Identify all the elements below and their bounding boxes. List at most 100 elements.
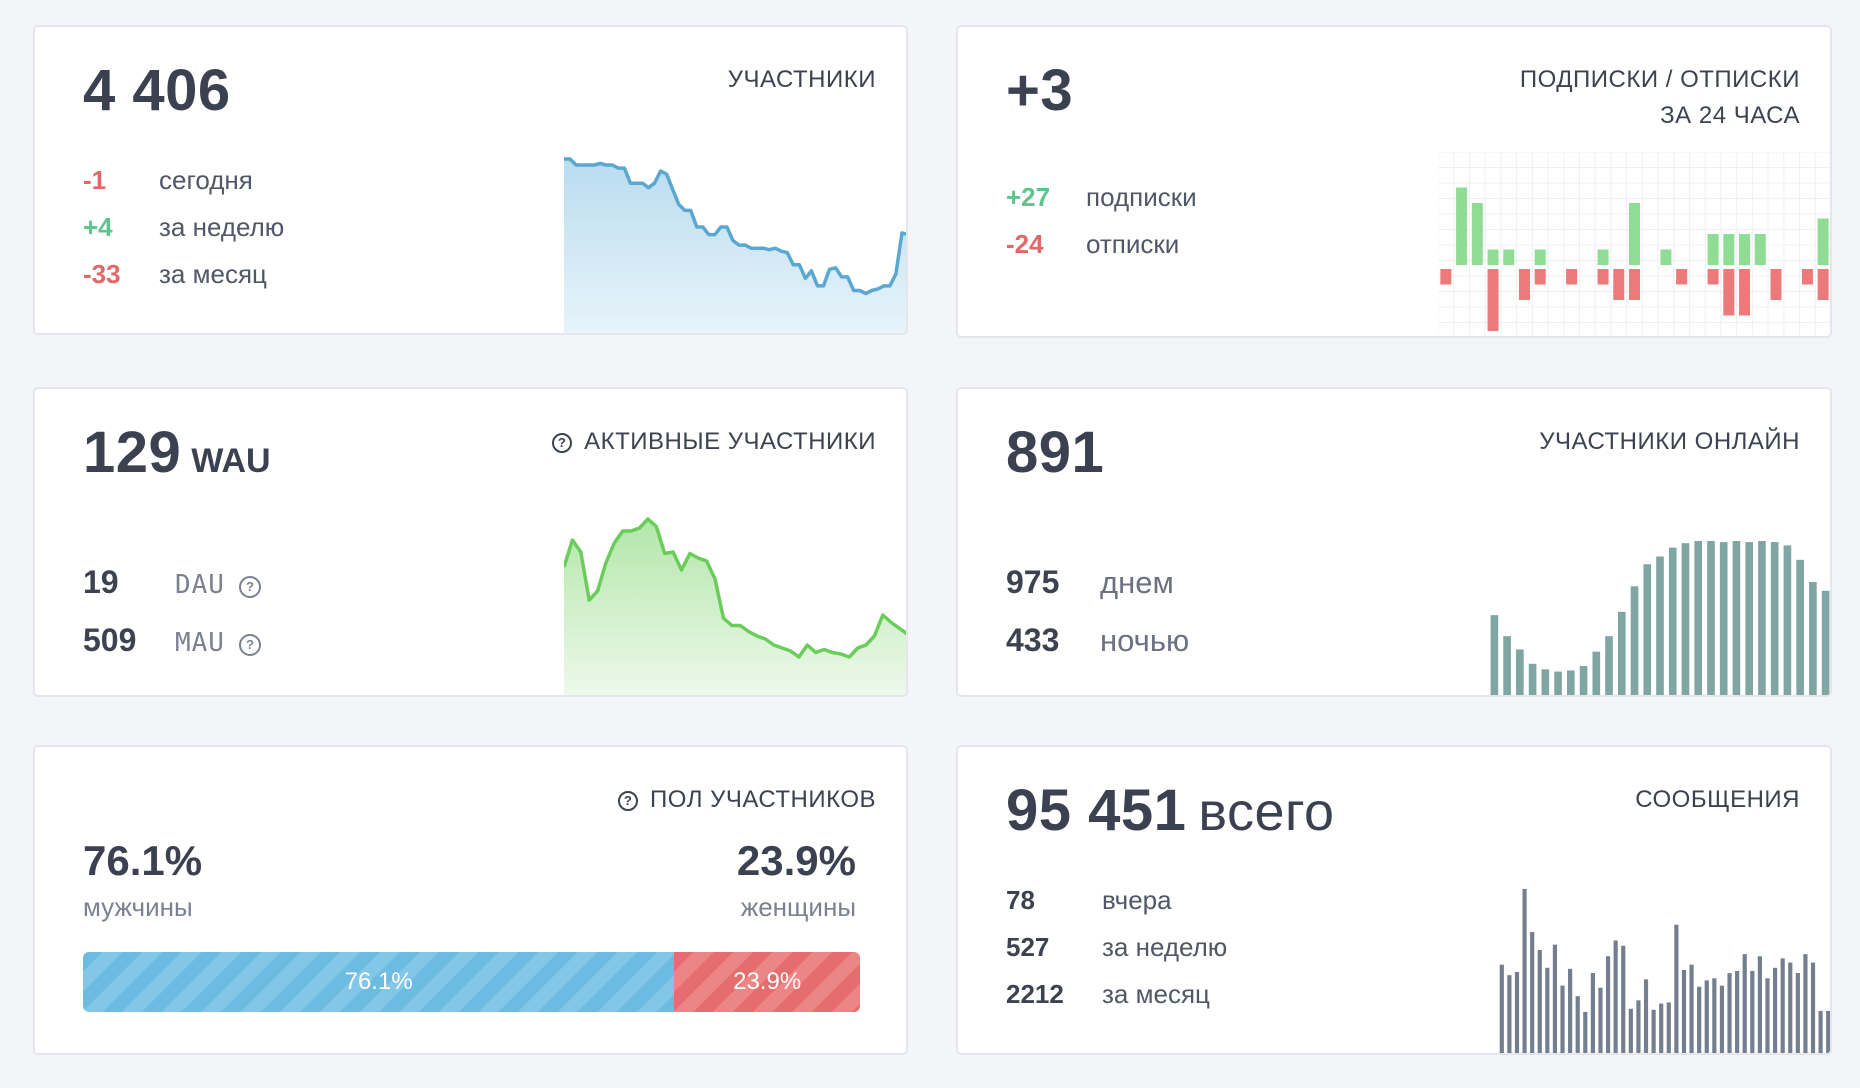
stat-label: отписки (1086, 229, 1180, 259)
chart-bar (1490, 615, 1499, 695)
unsubs-bar (1723, 269, 1735, 316)
wau-value: 129 WAU (83, 419, 271, 486)
chart-bar (1499, 964, 1504, 1053)
messages-bar-chart (1499, 889, 1830, 1053)
chart-bar (1552, 944, 1558, 1053)
help-icon[interactable]: ? (238, 634, 261, 656)
chart-bar (1598, 987, 1603, 1053)
stat-row-unsubs: -24 отписки (1006, 229, 1179, 260)
chart-bar (1636, 1000, 1641, 1053)
chart-bar (1560, 985, 1565, 1053)
chart-bar (1674, 924, 1679, 1053)
chart-bar (1617, 611, 1626, 695)
chart-bar (1566, 670, 1575, 695)
subs-bar (1723, 234, 1735, 265)
active-trend-chart (564, 517, 906, 695)
chart-bar (1780, 958, 1785, 1053)
subs-bar (1456, 187, 1468, 265)
chart-bar (1541, 669, 1550, 695)
subs-bar (1597, 249, 1609, 265)
chart-bar (1765, 978, 1770, 1053)
stat-row-dau: 19 DAU? (83, 564, 261, 601)
help-icon[interactable]: ? (238, 576, 261, 598)
stat-value: 78 (1006, 885, 1035, 915)
stat-value: +27 (1006, 182, 1051, 212)
stat-label: ночью (1100, 623, 1190, 658)
chart-bar (1621, 945, 1626, 1053)
chart-bar (1719, 985, 1725, 1053)
unsubs-bar (1613, 269, 1625, 300)
chart-bar (1656, 556, 1664, 695)
chart-bar (1826, 1010, 1830, 1053)
messages-total: 95 451 всего (1006, 777, 1335, 844)
male-percent: 76.1% (83, 837, 203, 884)
stat-value: -1 (83, 165, 107, 195)
title-text: ПОЛ УЧАСТНИКОВ (650, 786, 876, 813)
subscriptions-title: ПОДПИСКИ / ОТПИСКИ ЗА 24 ЧАСА (1520, 62, 1800, 134)
stat-row-subs: +27 подписки (1006, 182, 1197, 213)
help-icon[interactable]: ? (618, 791, 639, 811)
chart-bar (1727, 973, 1732, 1053)
stat-label: вчера (1102, 885, 1172, 915)
unsubs-bar (1770, 269, 1782, 300)
subs-bar (1739, 234, 1751, 265)
chart-bar (1537, 949, 1542, 1053)
chart-bar (1712, 978, 1717, 1053)
chart-bar (1750, 970, 1755, 1053)
male-label: мужчины (83, 892, 193, 922)
chart-bar (1666, 1002, 1671, 1053)
stat-label: за неделю (159, 212, 285, 242)
unsubs-bar (1817, 269, 1829, 300)
chart-bar (1659, 1003, 1664, 1053)
stat-label: за месяц (1102, 979, 1210, 1009)
chart-bar (1579, 666, 1588, 695)
subs-bar (1471, 203, 1483, 265)
chart-bar (1507, 975, 1512, 1053)
stat-value: -33 (83, 259, 121, 289)
chart-bar (1704, 980, 1709, 1053)
chart-bar (1583, 1011, 1588, 1053)
gender-title[interactable]: ? ПОЛ УЧАСТНИКОВ (618, 782, 876, 818)
chart-bar (1818, 1010, 1823, 1053)
subs-bar (1628, 203, 1641, 265)
chart-bar (1809, 581, 1817, 695)
chart-bar (1643, 564, 1652, 695)
chart-bar (1707, 541, 1715, 695)
unsubs-bar (1534, 269, 1546, 285)
stat-label: за неделю (1102, 932, 1228, 962)
chart-bar (1628, 1008, 1633, 1053)
chart-bar (1605, 956, 1611, 1053)
stat-label: DAU (175, 570, 225, 600)
unsubs-bar (1518, 269, 1530, 300)
wau-unit: WAU (191, 442, 271, 480)
stat-row-yesterday: 78 вчера (1006, 885, 1172, 916)
stat-label: днем (1100, 565, 1174, 600)
active-title[interactable]: ? АКТИВНЫЕ УЧАСТНИКИ (552, 424, 876, 460)
chart-bar (1795, 973, 1800, 1053)
unsubs-bar (1801, 269, 1813, 285)
stat-value: +4 (83, 212, 113, 242)
chart-bar (1758, 541, 1766, 695)
chart-bar (1796, 559, 1804, 695)
subscriptions-net: +3 (1006, 58, 1074, 123)
subs-bar (1534, 249, 1546, 265)
active-card: 129 WAU ? АКТИВНЫЕ УЧАСТНИКИ 19 DAU? 509 MAU… (33, 387, 908, 697)
wau-number: 129 (83, 420, 182, 485)
help-icon[interactable]: ? (552, 433, 573, 453)
participants-count: 4 406 (83, 58, 231, 123)
stat-label: MAU (175, 628, 225, 658)
trend-area (564, 159, 906, 333)
female-percent: 23.9% (736, 837, 856, 884)
subs-bar (1487, 249, 1499, 265)
chart-bar (1783, 545, 1792, 695)
messages-card: 95 451 всего СООБЩЕНИЯ 78 вчера 527 за неде… (956, 745, 1832, 1055)
online-title: УЧАСТНИКИ ОНЛАЙН (1539, 428, 1800, 455)
stat-value: 2212 (1006, 979, 1064, 1009)
chart-bar (1810, 962, 1816, 1053)
chart-bar (1554, 671, 1562, 695)
male-segment: 76.1% (83, 952, 675, 1012)
participants-trend-chart (564, 157, 906, 333)
chart-bar (1592, 651, 1601, 695)
chart-bar (1694, 541, 1703, 695)
chart-bar (1503, 636, 1511, 695)
